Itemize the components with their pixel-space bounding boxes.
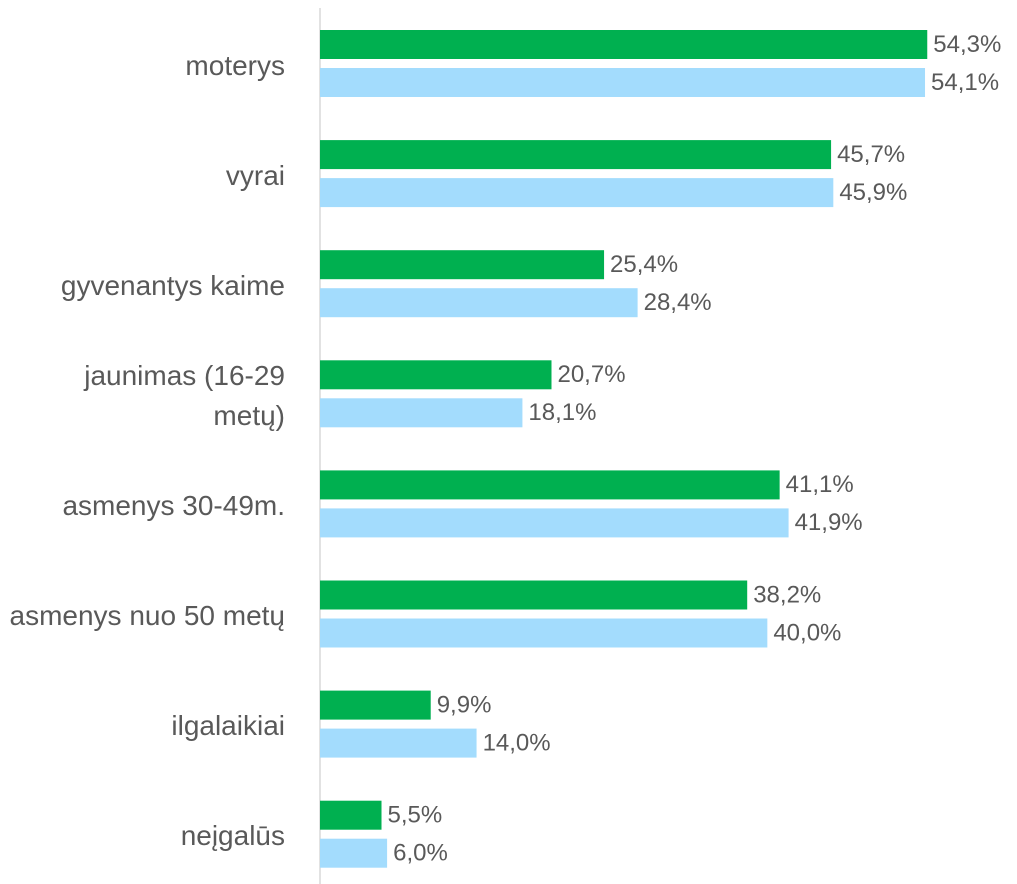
value-label: 9,9% [437,691,492,718]
category-label: moterys [185,49,285,81]
category-label: gyvenantys kaime [60,269,285,301]
category-label: neįgalūs [180,820,285,852]
category-label: asmenys 30-49m. [62,489,285,521]
category-label: ilgalaikiai [171,710,285,742]
bar [320,250,605,280]
value-label: 28,4% [644,289,712,316]
value-label: 38,2% [753,581,821,608]
bar [320,360,552,390]
bar [320,140,832,170]
category-label: asmenys nuo 50 metų [9,600,286,631]
value-label: 41,9% [795,509,863,536]
value-label: 40,0% [773,619,841,646]
bar [320,68,926,97]
category-label: vyrai [225,159,285,191]
bar [320,690,431,720]
bar [320,580,748,610]
bar [320,838,388,868]
bar [320,618,768,648]
bar [320,398,523,428]
value-label: 41,1% [786,471,854,498]
bar [320,30,928,59]
value-label: 6,0% [393,840,448,867]
bar [320,728,477,758]
value-label: 20,7% [557,361,625,388]
value-label: 45,9% [839,179,907,206]
category-label: jaunimas (16-29 metų) [84,359,285,431]
value-label: 14,0% [483,729,551,756]
bar [320,178,834,208]
value-label: 18,1% [528,399,596,426]
bar [320,288,638,318]
value-label: 54,3% [933,31,1001,58]
bar [320,800,382,830]
bar [320,470,780,500]
value-label: 54,1% [931,69,999,96]
value-label: 5,5% [388,802,443,829]
bar [320,508,789,538]
value-label: 45,7% [837,141,905,168]
value-label: 25,4% [610,251,678,278]
